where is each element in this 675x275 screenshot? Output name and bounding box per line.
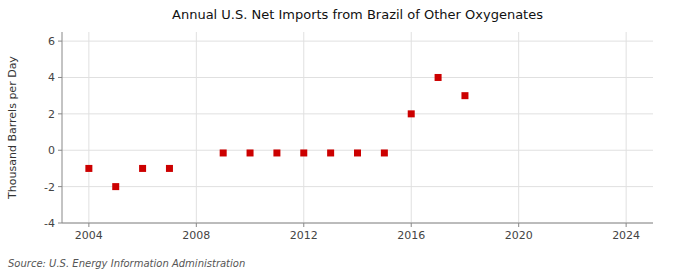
y-tick-label: 2 bbox=[48, 108, 55, 121]
y-tick-label: -4 bbox=[44, 217, 55, 230]
x-tick-label: 2012 bbox=[290, 229, 318, 242]
point bbox=[139, 165, 146, 172]
grid-line-y bbox=[62, 77, 653, 78]
point bbox=[112, 183, 119, 190]
y-axis-line bbox=[62, 32, 63, 223]
y-tick bbox=[58, 113, 62, 114]
grid-line-x bbox=[518, 32, 519, 223]
y-tick bbox=[58, 77, 62, 78]
x-tick-label: 2020 bbox=[505, 229, 533, 242]
point bbox=[408, 110, 415, 117]
point bbox=[247, 149, 254, 156]
y-tick bbox=[58, 223, 62, 224]
x-tick bbox=[411, 223, 412, 227]
y-tick-label: 0 bbox=[48, 144, 55, 157]
grid-line-x bbox=[88, 32, 89, 223]
x-axis-line bbox=[62, 223, 653, 224]
source-note: Source: U.S. Energy Information Administ… bbox=[8, 258, 245, 269]
grid-line-y bbox=[62, 223, 653, 224]
point bbox=[435, 74, 442, 81]
grid-line-x bbox=[626, 32, 627, 223]
y-tick bbox=[58, 41, 62, 42]
grid bbox=[62, 32, 653, 223]
point bbox=[220, 149, 227, 156]
chart: 2004 2008 2012 2016 2020 2024 -4 -2 0 2 4 6 Annual U… bbox=[0, 0, 675, 275]
x-tick bbox=[196, 223, 197, 227]
grid-line-y bbox=[62, 186, 653, 187]
point bbox=[354, 149, 361, 156]
y-tick bbox=[58, 150, 62, 151]
y-tick-label: -2 bbox=[44, 181, 55, 194]
grid-line-x bbox=[303, 32, 304, 223]
x-tick-label: 2008 bbox=[182, 229, 210, 242]
y-axis-label: Thousand Barrels per Day bbox=[6, 56, 19, 200]
point bbox=[85, 165, 92, 172]
grid-line-y bbox=[62, 113, 653, 114]
chart-container: 2004 2008 2012 2016 2020 2024 -4 -2 0 2 4 6 Annual U… bbox=[0, 0, 675, 275]
x-tick bbox=[518, 223, 519, 227]
point bbox=[166, 165, 173, 172]
x-tick bbox=[88, 223, 89, 227]
grid-line-y bbox=[62, 41, 653, 42]
x-tick-label: 2024 bbox=[612, 229, 640, 242]
x-tick-label: 2004 bbox=[75, 229, 103, 242]
x-tick bbox=[626, 223, 627, 227]
point bbox=[300, 149, 307, 156]
y-tick bbox=[58, 186, 62, 187]
y-tick-label: 6 bbox=[48, 35, 55, 48]
x-tick-label: 2016 bbox=[397, 229, 425, 242]
point bbox=[327, 149, 334, 156]
title: Annual U.S. Net Imports from Brazil of O… bbox=[172, 7, 543, 22]
x-tick bbox=[303, 223, 304, 227]
point bbox=[381, 149, 388, 156]
axes: 2004 2008 2012 2016 2020 2024 -4 -2 0 2 4 6 bbox=[44, 32, 653, 242]
points bbox=[85, 74, 468, 190]
point bbox=[461, 92, 468, 99]
grid-line-x bbox=[411, 32, 412, 223]
point bbox=[273, 149, 280, 156]
grid-line-x bbox=[196, 32, 197, 223]
y-tick-label: 4 bbox=[48, 71, 55, 84]
